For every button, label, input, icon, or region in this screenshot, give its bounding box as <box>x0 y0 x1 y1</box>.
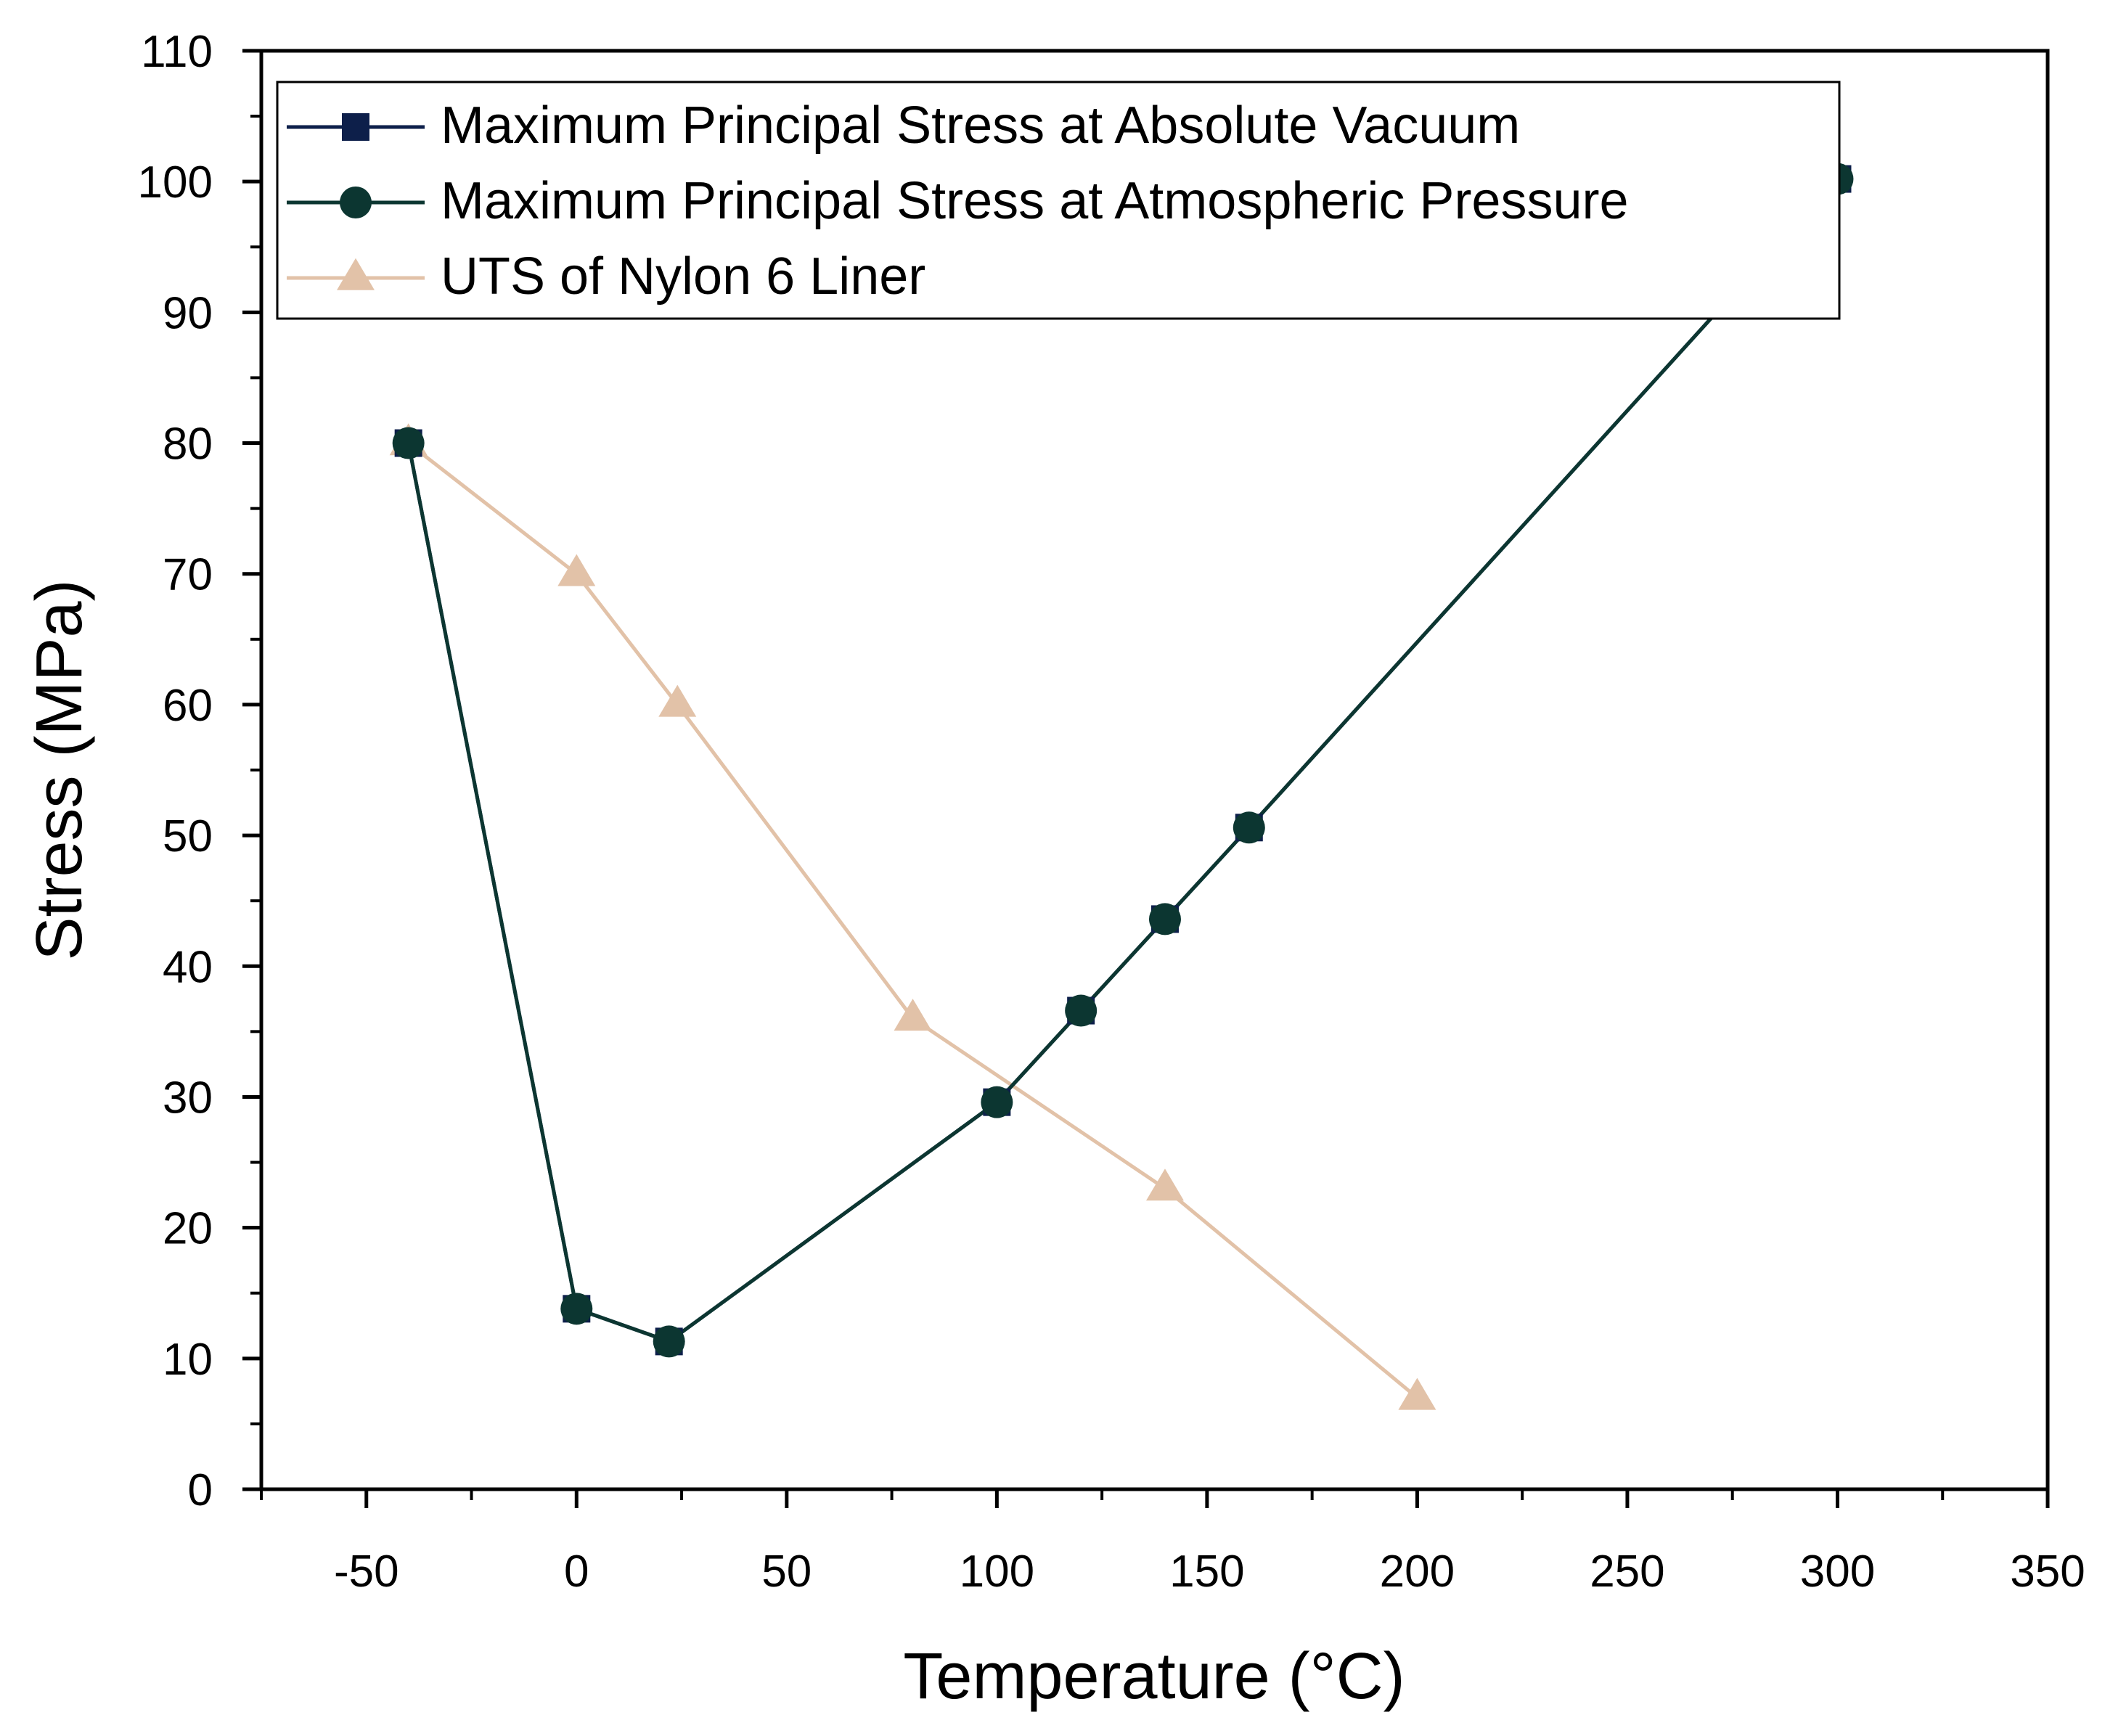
data-point-atmospheric <box>1065 994 1098 1027</box>
data-point-uts <box>1145 1168 1184 1201</box>
legend-key-marker-vacuum <box>342 113 369 141</box>
tick-labels: -50 0 50 100 150 200 250 300 350 0 10 20 30 40 50 60 70 8… <box>138 27 2085 1597</box>
y-tick-label: 60 <box>163 681 213 731</box>
y-tick-label: 40 <box>163 942 213 992</box>
legend-keys <box>287 113 425 290</box>
data-point-uts <box>557 554 596 586</box>
x-tick-label: -50 <box>334 1547 399 1597</box>
x-axis-title: Temperature (°C) <box>903 1640 1405 1713</box>
y-axis-title: Stress (MPa) <box>23 579 96 960</box>
data-point-uts <box>1398 1377 1436 1410</box>
series-line-uts <box>407 441 1419 1399</box>
legend: Maximum Principal Stress at Absolute Vac… <box>276 81 1841 320</box>
y-tick-label: 0 <box>188 1465 213 1515</box>
y-tick-label: 10 <box>163 1335 213 1385</box>
x-tick-label: 50 <box>761 1547 812 1597</box>
x-tick-label: 300 <box>1800 1547 1875 1597</box>
x-tick-label: 0 <box>564 1547 589 1597</box>
y-tick-label: 80 <box>163 419 213 470</box>
data-point-uts <box>894 999 932 1031</box>
data-point-atmospheric <box>653 1325 685 1358</box>
y-tick-label: 20 <box>163 1204 213 1254</box>
data-point-atmospheric <box>1148 903 1181 935</box>
x-tick-label: 100 <box>960 1547 1034 1597</box>
plot-frame <box>259 49 2050 1491</box>
series-line-atmospheric <box>406 177 1839 1343</box>
y-tick-label: 110 <box>141 27 213 77</box>
y-tick-label: 50 <box>163 811 213 861</box>
legend-label-uts: UTS of Nylon 6 Liner <box>441 247 925 306</box>
legend-key-marker-uts <box>337 258 375 290</box>
data-point-atmospheric <box>981 1086 1013 1118</box>
y-tick-label: 30 <box>163 1073 213 1123</box>
x-tick-label: 150 <box>1169 1547 1244 1597</box>
data-point-atmospheric <box>1233 811 1265 844</box>
legend-label-vacuum: Maximum Principal Stress at Absolute Vac… <box>441 97 1520 155</box>
data-point-atmospheric <box>560 1293 593 1325</box>
series-line-vacuum <box>406 177 1839 1343</box>
data-point-atmospheric <box>392 427 425 459</box>
legend-label-atmospheric: Maximum Principal Stress at Atmospheric … <box>441 172 1629 230</box>
x-tick-label: 350 <box>2010 1547 2085 1597</box>
x-tick-label: 200 <box>1380 1547 1455 1597</box>
y-tick-label: 90 <box>163 288 213 338</box>
y-tick-label: 100 <box>138 157 213 208</box>
series-lines <box>406 177 1839 1399</box>
data-point-uts <box>658 684 697 717</box>
series-markers <box>389 163 1854 1410</box>
legend-key-marker-atmospheric <box>340 187 372 218</box>
legend-box <box>276 81 1841 320</box>
x-tick-label: 250 <box>1590 1547 1664 1597</box>
y-tick-label: 70 <box>163 550 213 600</box>
